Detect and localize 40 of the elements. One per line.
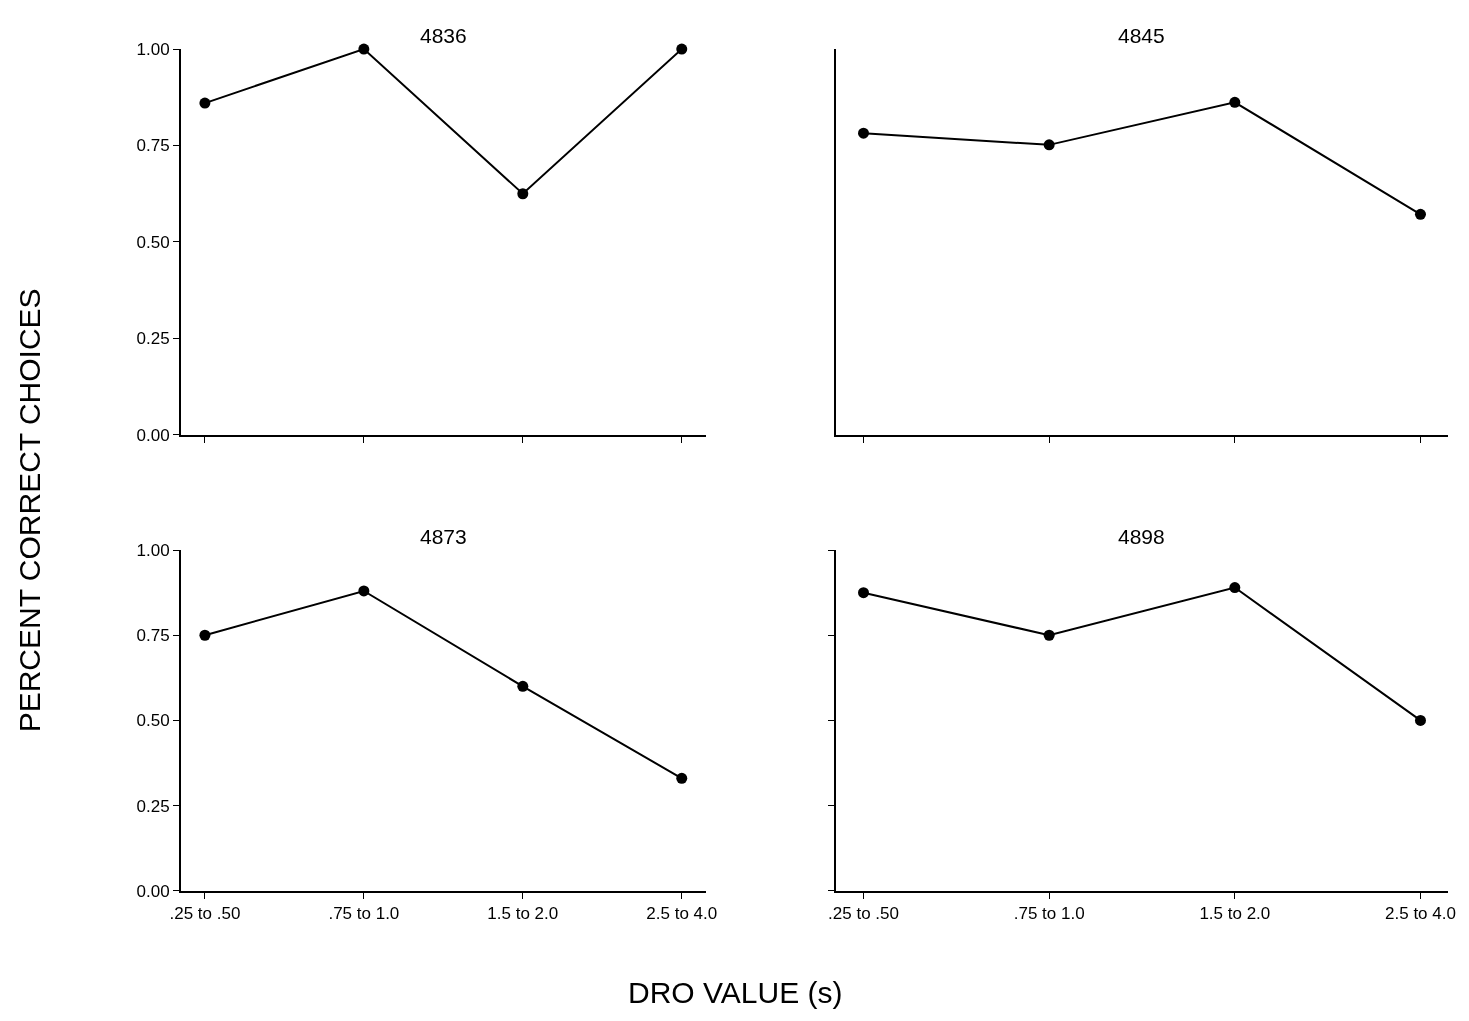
chart-title: 4873 bbox=[420, 525, 467, 548]
x-tick-label: .25 to .50 bbox=[828, 904, 899, 924]
point bbox=[199, 97, 211, 109]
y-tick-label: 0.75 bbox=[136, 136, 170, 156]
y-tick-label: 0.75 bbox=[136, 626, 170, 646]
y-tick-label: 0.00 bbox=[136, 881, 170, 901]
x-tick-label: .25 to .50 bbox=[169, 904, 241, 924]
x-tick-label: .75 to 1.0 bbox=[1013, 904, 1085, 924]
point bbox=[1229, 96, 1241, 108]
chart-title: 4898 bbox=[1118, 525, 1165, 548]
point bbox=[1043, 629, 1055, 641]
point bbox=[199, 629, 211, 641]
point bbox=[858, 587, 869, 599]
point bbox=[358, 43, 370, 55]
chart-title: 4845 bbox=[1118, 24, 1165, 47]
y-tick-label: 0.25 bbox=[136, 329, 170, 349]
chart-title: 4836 bbox=[420, 24, 467, 47]
point bbox=[1414, 714, 1426, 726]
point bbox=[358, 585, 370, 597]
x-tick-label: .75 to 1.0 bbox=[328, 904, 400, 924]
x-axis-title: DRO VALUE (s) bbox=[628, 976, 843, 1009]
y-tick-label: 1.00 bbox=[136, 40, 170, 60]
y-tick-label: 0.50 bbox=[136, 232, 170, 252]
point bbox=[676, 43, 688, 55]
point bbox=[1229, 582, 1241, 594]
x-tick-label: 2.5 to 4.0 bbox=[1385, 904, 1456, 924]
y-tick-label: 0.50 bbox=[136, 711, 170, 731]
y-tick-label: 0.00 bbox=[136, 425, 170, 445]
y-tick-label: 1.00 bbox=[136, 541, 170, 561]
point bbox=[1043, 139, 1055, 151]
y-tick-label: 0.25 bbox=[136, 796, 170, 816]
point bbox=[1414, 208, 1426, 220]
x-tick-label: 2.5 to 4.0 bbox=[646, 904, 718, 924]
point bbox=[676, 772, 688, 784]
x-tick-label: 1.5 to 2.0 bbox=[1199, 904, 1271, 924]
point bbox=[858, 127, 869, 139]
point bbox=[517, 680, 529, 692]
point bbox=[517, 188, 529, 200]
y-axis-title: PERCENT CORRECT CHOICES bbox=[13, 288, 47, 733]
x-tick-label: 1.5 to 2.0 bbox=[487, 904, 559, 924]
